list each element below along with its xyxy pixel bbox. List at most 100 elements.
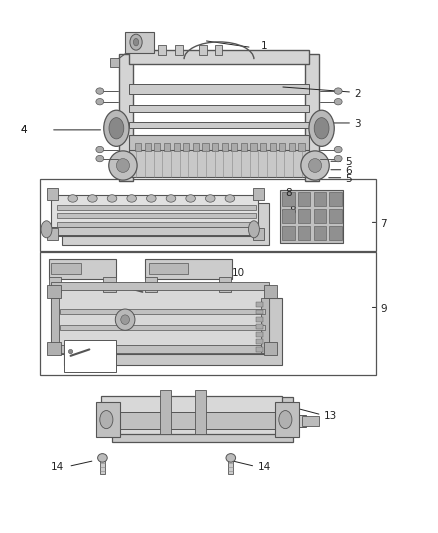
Ellipse shape [334, 147, 342, 153]
Bar [264, 342, 277, 356]
Bar [51, 288, 269, 354]
Bar [256, 317, 263, 322]
Bar [47, 285, 60, 298]
Ellipse shape [68, 350, 73, 354]
Bar [101, 395, 283, 434]
Text: 6: 6 [346, 166, 352, 176]
Bar [64, 340, 117, 372]
Bar [164, 143, 170, 151]
Bar [57, 205, 256, 209]
Bar [51, 298, 59, 353]
Bar [298, 209, 311, 223]
Bar [64, 298, 283, 365]
Text: 4: 4 [20, 125, 27, 135]
Bar [145, 277, 157, 292]
Bar [251, 143, 257, 151]
Bar [130, 105, 308, 112]
Bar [195, 390, 206, 434]
Text: 14: 14 [51, 463, 64, 472]
Bar [135, 143, 141, 151]
Ellipse shape [225, 195, 235, 202]
Bar [57, 222, 256, 227]
Ellipse shape [309, 110, 334, 147]
Bar [241, 143, 247, 151]
Bar [51, 195, 258, 236]
Bar [175, 45, 183, 55]
Text: 10: 10 [232, 269, 245, 278]
Bar [256, 347, 263, 352]
Bar [298, 143, 304, 151]
Bar [282, 191, 295, 206]
Ellipse shape [96, 156, 104, 162]
Ellipse shape [147, 195, 156, 202]
Ellipse shape [314, 118, 329, 139]
Text: 5: 5 [346, 157, 352, 167]
Bar [270, 143, 276, 151]
Bar [254, 228, 265, 240]
Bar [51, 263, 81, 274]
Text: 3: 3 [354, 119, 361, 129]
Bar [130, 50, 308, 64]
Bar [228, 461, 233, 474]
Bar [212, 143, 218, 151]
Ellipse shape [117, 159, 130, 172]
Ellipse shape [334, 156, 342, 162]
Bar [145, 143, 151, 151]
Bar [51, 282, 269, 290]
Bar [280, 415, 306, 427]
Bar [260, 143, 266, 151]
Bar [154, 143, 160, 151]
Ellipse shape [100, 410, 113, 429]
Bar [298, 227, 311, 240]
Ellipse shape [226, 454, 236, 462]
Bar [112, 397, 293, 442]
Ellipse shape [107, 195, 117, 202]
Bar [314, 191, 326, 206]
Bar [305, 54, 319, 181]
Bar [47, 342, 60, 356]
Bar [282, 209, 295, 223]
Bar [256, 340, 263, 344]
Bar [40, 252, 376, 375]
Bar [280, 190, 343, 243]
Bar [261, 298, 269, 353]
Text: 14: 14 [258, 463, 272, 472]
Bar [160, 390, 171, 434]
Text: 12: 12 [215, 338, 228, 349]
Bar [145, 259, 232, 279]
Ellipse shape [41, 221, 52, 238]
Bar [231, 143, 237, 151]
Bar [256, 310, 263, 314]
Text: 11: 11 [215, 332, 228, 342]
Ellipse shape [334, 88, 342, 94]
Bar [60, 309, 265, 314]
Ellipse shape [301, 151, 329, 180]
Bar [183, 143, 189, 151]
Ellipse shape [334, 99, 342, 105]
Ellipse shape [308, 159, 321, 172]
Ellipse shape [88, 195, 97, 202]
Bar [219, 277, 231, 292]
Bar [275, 402, 299, 437]
Bar [222, 143, 228, 151]
Bar [49, 277, 61, 292]
Bar [302, 416, 319, 426]
Text: 7: 7 [381, 219, 387, 229]
Bar [130, 135, 308, 151]
Bar [110, 58, 120, 67]
Text: 8: 8 [286, 189, 292, 198]
Bar [314, 209, 326, 223]
Bar [254, 188, 265, 200]
Ellipse shape [130, 34, 142, 50]
Bar [279, 143, 286, 151]
Bar [100, 461, 105, 474]
Bar [125, 31, 153, 53]
Text: 13: 13 [324, 411, 337, 422]
Bar [193, 143, 199, 151]
Bar [149, 263, 188, 274]
Ellipse shape [115, 309, 135, 330]
Bar [256, 332, 263, 337]
Bar [202, 143, 208, 151]
Bar [264, 285, 277, 298]
Bar [119, 411, 276, 429]
